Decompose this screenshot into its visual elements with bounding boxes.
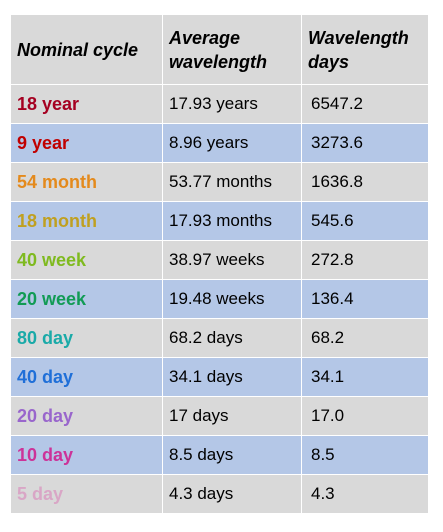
table-row: 80 day 68.2 days 68.2 bbox=[10, 318, 429, 358]
table-row: 9 year 8.96 years 3273.6 bbox=[10, 123, 429, 163]
table-row: 40 week 38.97 weeks 272.8 bbox=[10, 240, 429, 280]
cycle-name-cell: 20 day bbox=[10, 396, 163, 436]
wavelength-days-cell: 34.1 bbox=[301, 357, 429, 397]
table-row: 18 year 17.93 years 6547.2 bbox=[10, 84, 429, 124]
header-row: Nominal cycle Average wavelength Waveleng… bbox=[10, 14, 429, 85]
wavelength-days-cell: 3273.6 bbox=[301, 123, 429, 163]
table-row: 20 week 19.48 weeks 136.4 bbox=[10, 279, 429, 319]
header-wavelength-days: Wavelength days bbox=[301, 14, 429, 85]
cycle-wavelength-table: Nominal cycle Average wavelength Waveleng… bbox=[10, 14, 429, 514]
wavelength-days-cell: 17.0 bbox=[301, 396, 429, 436]
header-average-label-line2: wavelength bbox=[169, 51, 268, 72]
cycle-name-cell: 80 day bbox=[10, 318, 163, 358]
wavelength-days-cell: 68.2 bbox=[301, 318, 429, 358]
wavelength-days-cell: 272.8 bbox=[301, 240, 429, 280]
wavelength-days-cell: 1636.8 bbox=[301, 162, 429, 202]
table-row: 54 month 53.77 months 1636.8 bbox=[10, 162, 429, 202]
table-row: 18 month 17.93 months 545.6 bbox=[10, 201, 429, 241]
average-wavelength-cell: 17 days bbox=[162, 396, 302, 436]
header-nominal-cycle-label: Nominal cycle bbox=[17, 39, 139, 60]
average-wavelength-cell: 8.96 years bbox=[162, 123, 302, 163]
average-wavelength-cell: 19.48 weeks bbox=[162, 279, 302, 319]
cycle-name-cell: 54 month bbox=[10, 162, 163, 202]
table-row: 40 day 34.1 days 34.1 bbox=[10, 357, 429, 397]
header-average-label-line1: Average bbox=[169, 27, 241, 48]
table-body: 18 year 17.93 years 6547.2 9 year 8.96 year… bbox=[10, 84, 429, 514]
average-wavelength-cell: 17.93 months bbox=[162, 201, 302, 241]
header-average-wavelength: Average wavelength bbox=[162, 14, 302, 85]
cycle-name-cell: 40 week bbox=[10, 240, 163, 280]
header-nominal-cycle: Nominal cycle bbox=[10, 14, 163, 85]
wavelength-days-cell: 136.4 bbox=[301, 279, 429, 319]
cycle-name-cell: 18 month bbox=[10, 201, 163, 241]
table-row: 10 day 8.5 days 8.5 bbox=[10, 435, 429, 475]
average-wavelength-cell: 8.5 days bbox=[162, 435, 302, 475]
average-wavelength-cell: 17.93 years bbox=[162, 84, 302, 124]
wavelength-days-cell: 6547.2 bbox=[301, 84, 429, 124]
wavelength-days-cell: 8.5 bbox=[301, 435, 429, 475]
cycle-name-cell: 40 day bbox=[10, 357, 163, 397]
wavelength-days-cell: 545.6 bbox=[301, 201, 429, 241]
average-wavelength-cell: 4.3 days bbox=[162, 474, 302, 514]
average-wavelength-cell: 38.97 weeks bbox=[162, 240, 302, 280]
header-days-label-line1: Wavelength bbox=[308, 27, 409, 48]
table-row: 20 day 17 days 17.0 bbox=[10, 396, 429, 436]
average-wavelength-cell: 68.2 days bbox=[162, 318, 302, 358]
cycle-name-cell: 20 week bbox=[10, 279, 163, 319]
header-days-label-line2: days bbox=[308, 51, 350, 72]
average-wavelength-cell: 53.77 months bbox=[162, 162, 302, 202]
cycle-table-container: Nominal cycle Average wavelength Waveleng… bbox=[10, 14, 429, 514]
table-header: Nominal cycle Average wavelength Waveleng… bbox=[10, 14, 429, 85]
cycle-name-cell: 10 day bbox=[10, 435, 163, 475]
wavelength-days-cell: 4.3 bbox=[301, 474, 429, 514]
table-row: 5 day 4.3 days 4.3 bbox=[10, 474, 429, 514]
cycle-name-cell: 9 year bbox=[10, 123, 163, 163]
average-wavelength-cell: 34.1 days bbox=[162, 357, 302, 397]
cycle-name-cell: 18 year bbox=[10, 84, 163, 124]
cycle-name-cell: 5 day bbox=[10, 474, 163, 514]
